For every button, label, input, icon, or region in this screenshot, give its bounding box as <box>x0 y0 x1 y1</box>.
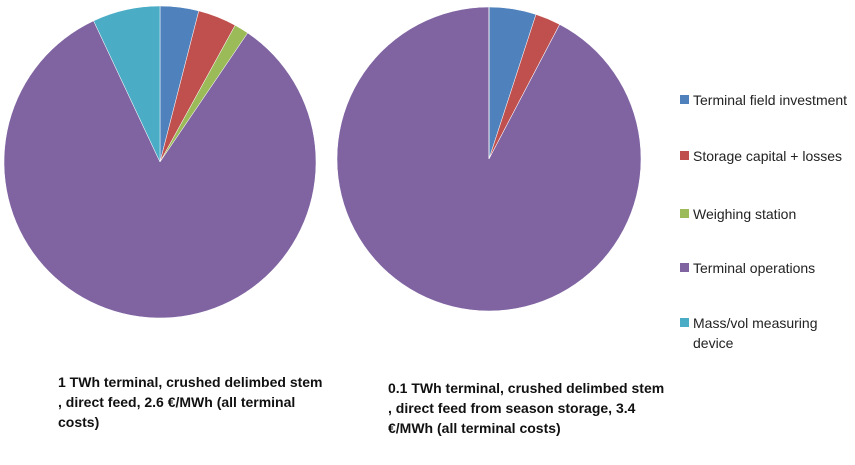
legend-label: Terminal operations <box>693 260 816 276</box>
legend-swatch <box>680 209 689 218</box>
pie-slice <box>3 20 317 319</box>
legend-swatch <box>680 95 689 104</box>
legend-swatch <box>680 318 689 327</box>
pie-slice <box>336 6 642 312</box>
legend-label: Storage capital + losses <box>693 148 843 164</box>
legend-swatch <box>680 151 689 160</box>
pie-slice <box>93 5 161 163</box>
legend-label: Terminal field investment <box>693 92 848 108</box>
chart-title: 0.1 TWh terminal, crushed delimbed stem … <box>388 380 665 436</box>
legend-label: Weighing station <box>693 206 797 222</box>
legend-label: Mass/vol measuring device <box>693 315 818 351</box>
legend-swatch <box>680 263 689 272</box>
chart-title: 1 TWh terminal, crushed delimbed stem , … <box>58 374 323 430</box>
